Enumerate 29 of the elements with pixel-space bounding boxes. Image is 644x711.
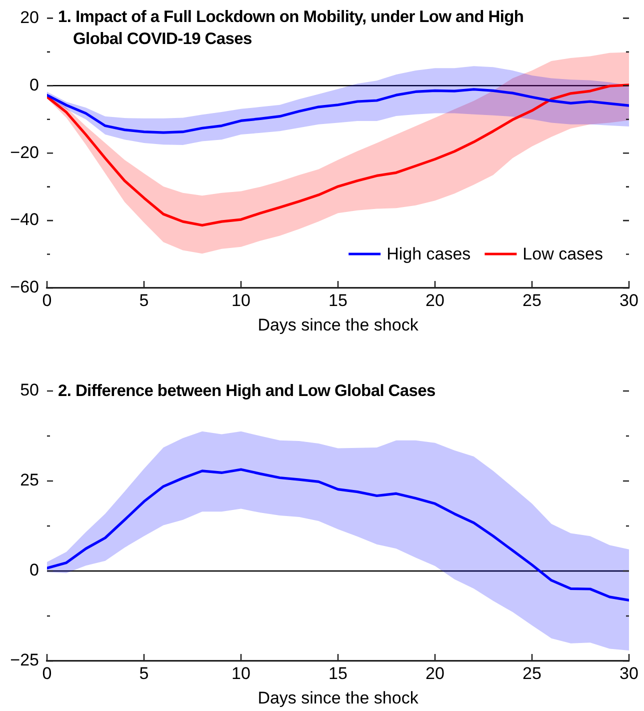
x-tick-label: 15 xyxy=(328,664,348,683)
y-tick-label: 50 xyxy=(20,380,39,400)
x-tick-label: 5 xyxy=(139,290,149,310)
x-tick-label: 25 xyxy=(522,290,542,310)
x-tick-label: 25 xyxy=(522,664,542,683)
chart-title: 1. Impact of a Full Lockdown on Mobility, under Low and High Global COVID-19 Cases xyxy=(58,7,525,50)
x-tick-label: 10 xyxy=(232,290,250,310)
x-tick-label: 20 xyxy=(426,290,444,310)
x-tick-label: 10 xyxy=(232,664,250,683)
y-tick-label: −20 xyxy=(10,142,39,162)
chart-title: 2. Difference between High and Low Global Cases xyxy=(58,381,436,402)
x-axis-title: Days since the shock xyxy=(258,315,419,334)
x-tick-label: 0 xyxy=(42,290,52,310)
x-tick-label: 30 xyxy=(620,664,638,683)
y-tick-label: 20 xyxy=(20,8,39,27)
x-tick-label: 30 xyxy=(620,290,638,310)
y-tick-label: 0 xyxy=(30,75,39,94)
x-tick-label: 15 xyxy=(328,290,348,310)
y-tick-label: −60 xyxy=(10,278,39,297)
x-tick-label: 0 xyxy=(42,664,52,683)
y-tick-label: 0 xyxy=(30,560,39,580)
y-tick-label: −40 xyxy=(10,210,39,230)
x-axis-title: Days since the shock xyxy=(258,688,419,708)
y-tick-label: −25 xyxy=(10,650,39,670)
y-tick-label: 25 xyxy=(20,470,39,490)
x-tick-label: 5 xyxy=(139,664,149,683)
legend-label: High cases xyxy=(386,244,471,264)
x-tick-label: 20 xyxy=(426,664,444,683)
legend-label: Low cases xyxy=(522,244,604,264)
